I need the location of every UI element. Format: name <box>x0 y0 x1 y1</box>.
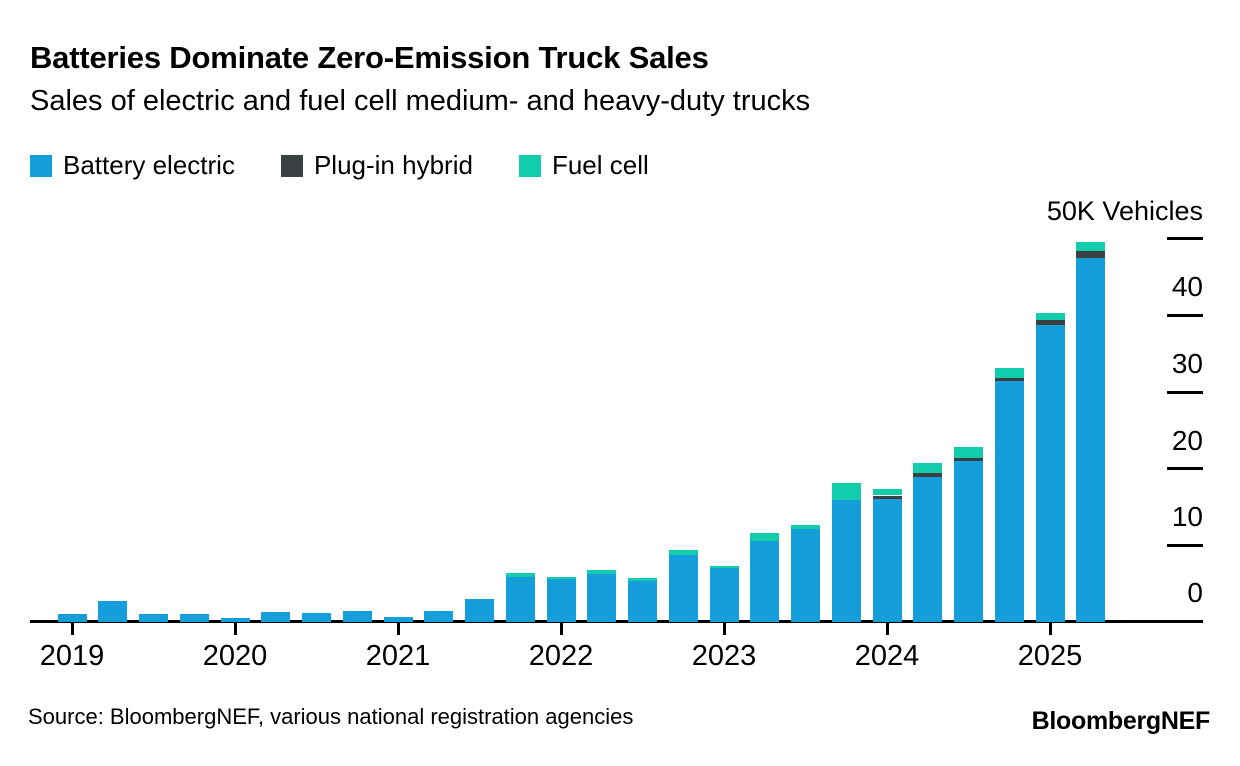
bar-segment <box>913 473 943 478</box>
legend-label: Plug-in hybrid <box>313 150 473 180</box>
bar-segment <box>994 381 1024 622</box>
x-axis-tick <box>885 622 889 635</box>
bar-segment <box>913 462 943 474</box>
bar-segment <box>750 540 780 622</box>
bar-segment <box>709 565 739 569</box>
bar-segment <box>954 446 983 458</box>
legend: Battery electric Plug-in hybrid Fuel cell <box>30 150 649 181</box>
bar-segment <box>872 499 902 622</box>
bar-segment <box>57 613 87 622</box>
x-axis-label: 2022 <box>528 640 594 672</box>
legend-label: Battery electric <box>63 150 235 180</box>
bar-segment <box>913 477 943 622</box>
bar-segment <box>831 500 861 622</box>
bar-segment <box>831 483 861 501</box>
bloombergnef-logo: BloombergNEF <box>1031 707 1211 735</box>
bar-segment <box>587 569 617 574</box>
bar-segment <box>220 618 250 622</box>
bar-segment <box>587 573 617 622</box>
bar-segment <box>872 489 902 496</box>
bar-segment <box>872 495 902 500</box>
bar-segment <box>791 524 820 530</box>
x-axis-label: 2021 <box>365 640 431 672</box>
x-axis-tick <box>722 622 726 635</box>
bar-segment <box>628 577 657 581</box>
x-axis-tick <box>70 622 74 635</box>
legend-item: Battery electric <box>30 150 235 181</box>
bar-segment <box>505 573 535 577</box>
chart-title: Batteries Dominate Zero-Emission Truck S… <box>30 40 709 75</box>
x-axis-tick <box>396 622 400 635</box>
bar-segment <box>98 601 128 622</box>
bar-segment <box>1035 320 1065 325</box>
x-axis-tick <box>559 622 563 635</box>
y-axis-label: 20 <box>1171 424 1203 456</box>
bar-segment <box>1035 312 1065 321</box>
x-axis-line <box>30 620 1203 623</box>
bar-segment <box>994 377 1024 382</box>
x-axis-label: 2020 <box>202 640 268 672</box>
bar-segment <box>465 599 494 622</box>
x-axis-label: 2019 <box>39 640 105 672</box>
bar-segment <box>1076 258 1106 622</box>
legend-item: Plug-in hybrid <box>280 150 473 181</box>
y-axis-label: 40 <box>1171 271 1203 303</box>
bar-segment <box>261 612 291 622</box>
bar-segment <box>668 554 698 622</box>
bar-segment <box>1076 241 1106 252</box>
y-axis-tick <box>1167 543 1203 547</box>
legend-swatch <box>30 154 52 177</box>
bar-segment <box>954 461 983 622</box>
y-axis-tick <box>1167 390 1203 394</box>
x-axis-label: 2025 <box>1017 640 1083 672</box>
legend-item: Fuel cell <box>518 150 649 181</box>
bar-segment <box>994 367 1024 378</box>
y-axis-tick <box>1167 467 1203 471</box>
legend-swatch <box>280 154 303 177</box>
y-axis-label: 0 <box>1187 577 1203 608</box>
legend-label: Fuel cell <box>551 150 649 180</box>
bar-segment <box>424 610 454 622</box>
y-axis-tick <box>1167 237 1203 241</box>
bar-segment <box>954 457 983 461</box>
bar-segment <box>709 568 739 622</box>
source-note: Source: BloombergNEF, various national r… <box>28 704 634 729</box>
x-axis-label: 2024 <box>854 640 920 672</box>
bar-segment <box>302 612 331 622</box>
bar-segment <box>791 529 820 622</box>
bar-segment <box>383 616 413 622</box>
bar-segment <box>546 579 576 622</box>
bar-segment <box>179 614 209 622</box>
y-axis-top-label: 50K Vehicles <box>1046 196 1203 226</box>
y-axis-label: 10 <box>1171 501 1203 533</box>
x-axis-label: 2023 <box>691 640 757 672</box>
chart-subtitle: Sales of electric and fuel cell medium- … <box>30 85 811 117</box>
bar-segment <box>342 610 372 622</box>
bar-segment <box>750 533 780 541</box>
bar-segment <box>139 613 168 622</box>
y-axis-tick <box>1167 313 1203 317</box>
bar-segment <box>546 576 576 580</box>
bar-segment <box>1035 324 1065 622</box>
bar-segment <box>668 550 698 555</box>
x-axis-tick <box>1048 622 1052 635</box>
bar-segment <box>505 576 535 622</box>
legend-swatch <box>518 154 541 177</box>
x-axis-tick <box>233 622 237 635</box>
bar-segment <box>628 580 657 622</box>
y-axis-label: 30 <box>1171 348 1203 380</box>
bar-segment <box>1076 251 1106 258</box>
